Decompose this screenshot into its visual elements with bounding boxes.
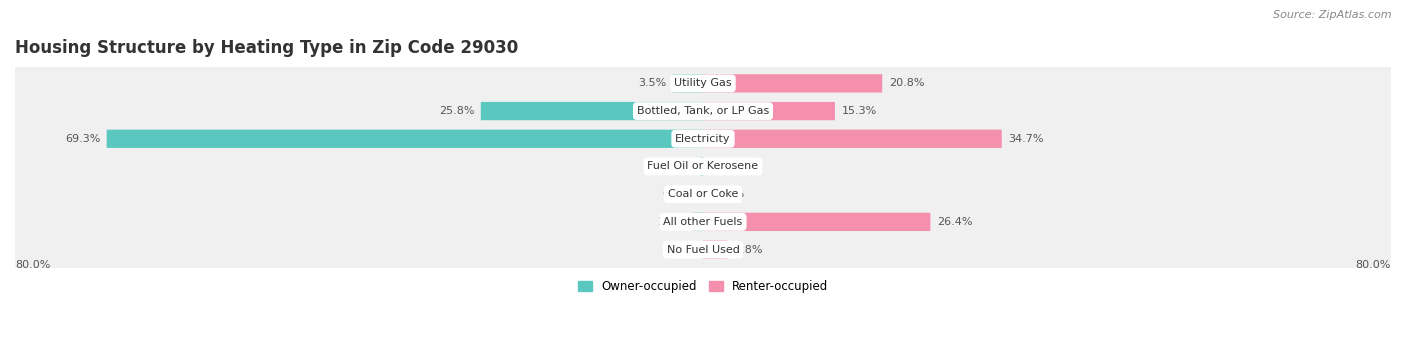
FancyBboxPatch shape [15, 174, 1391, 215]
Text: 1.2%: 1.2% [658, 217, 686, 227]
FancyBboxPatch shape [15, 146, 1391, 187]
FancyBboxPatch shape [703, 130, 1001, 148]
Text: 0.29%: 0.29% [658, 162, 693, 172]
Text: Source: ZipAtlas.com: Source: ZipAtlas.com [1274, 10, 1392, 20]
Text: 15.3%: 15.3% [841, 106, 877, 116]
Text: Housing Structure by Heating Type in Zip Code 29030: Housing Structure by Heating Type in Zip… [15, 39, 519, 57]
FancyBboxPatch shape [15, 63, 1391, 104]
Text: 0.0%: 0.0% [716, 189, 744, 199]
FancyBboxPatch shape [15, 90, 1391, 132]
FancyBboxPatch shape [15, 229, 1391, 270]
Text: 34.7%: 34.7% [1008, 134, 1043, 144]
FancyBboxPatch shape [15, 118, 1391, 160]
Text: 80.0%: 80.0% [1355, 260, 1391, 270]
FancyBboxPatch shape [703, 102, 835, 120]
Text: No Fuel Used: No Fuel Used [666, 244, 740, 255]
FancyBboxPatch shape [703, 240, 727, 259]
Text: 3.5%: 3.5% [638, 78, 666, 88]
Text: 0.0%: 0.0% [662, 189, 690, 199]
Text: 26.4%: 26.4% [936, 217, 973, 227]
Text: All other Fuels: All other Fuels [664, 217, 742, 227]
FancyBboxPatch shape [692, 213, 703, 231]
Text: 69.3%: 69.3% [65, 134, 100, 144]
Text: Coal or Coke: Coal or Coke [668, 189, 738, 199]
Text: Electricity: Electricity [675, 134, 731, 144]
FancyBboxPatch shape [672, 74, 703, 92]
FancyBboxPatch shape [703, 213, 931, 231]
Text: 2.8%: 2.8% [734, 244, 762, 255]
Text: 20.8%: 20.8% [889, 78, 924, 88]
Text: Bottled, Tank, or LP Gas: Bottled, Tank, or LP Gas [637, 106, 769, 116]
Text: 0.0%: 0.0% [662, 244, 690, 255]
FancyBboxPatch shape [107, 130, 703, 148]
FancyBboxPatch shape [15, 201, 1391, 243]
Text: 80.0%: 80.0% [15, 260, 51, 270]
Text: Utility Gas: Utility Gas [675, 78, 731, 88]
FancyBboxPatch shape [481, 102, 703, 120]
Text: Fuel Oil or Kerosene: Fuel Oil or Kerosene [647, 162, 759, 172]
Text: 25.8%: 25.8% [439, 106, 474, 116]
Text: 0.0%: 0.0% [716, 162, 744, 172]
Legend: Owner-occupied, Renter-occupied: Owner-occupied, Renter-occupied [572, 276, 834, 298]
FancyBboxPatch shape [700, 157, 703, 176]
FancyBboxPatch shape [703, 74, 882, 92]
